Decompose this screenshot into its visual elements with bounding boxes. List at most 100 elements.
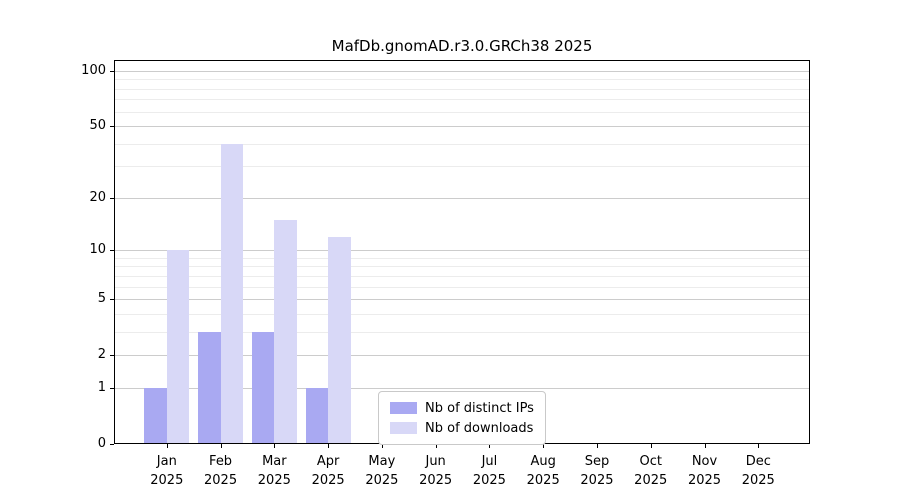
y-tick-label-10: 10 [89,242,106,258]
x-tick-month-sep: Sep [584,454,610,469]
y-tick-label-1: 1 [97,379,106,395]
legend-label-downloads: Nb of downloads [425,420,534,436]
minor-gridline-9 [114,257,810,259]
bar-downloads-apr [328,236,351,444]
y-tick-label-20: 20 [89,189,106,205]
x-tick-mark-dec [758,444,760,448]
major-gridline-5 [114,299,810,301]
legend-swatch-distinct-ips [390,402,417,414]
y-tick-label-5: 5 [97,291,106,307]
x-tick-mark-nov [704,444,706,448]
major-gridline-10 [114,250,810,252]
x-tick-label-jul: Jul 2025 [457,452,521,490]
y-tick-label-50: 50 [89,118,106,134]
minor-gridline-4 [114,313,810,315]
x-tick-year-jan: 2025 [150,473,184,488]
x-tick-year-dec: 2025 [741,473,775,488]
legend-entry-downloads: Nb of downloads [390,418,534,438]
x-tick-month-jan: Jan [156,454,177,469]
y-tick-mark-5 [110,299,114,301]
x-tick-month-oct: Oct [639,454,662,469]
minor-gridline-80 [114,88,810,90]
bar-downloads-jan [166,250,190,444]
x-tick-mark-mar [274,444,276,448]
y-tick-label-100: 100 [81,63,106,78]
major-gridline-50 [114,126,810,128]
x-tick-month-dec: Dec [745,454,771,469]
x-tick-mark-jul [489,444,491,448]
y-tick-mark-2 [110,355,114,357]
x-tick-mark-sep [596,444,598,448]
minor-gridline-70 [114,99,810,101]
x-tick-month-apr: Apr [316,454,340,469]
x-tick-label-feb: Feb 2025 [189,452,253,490]
x-tick-label-dec: Dec 2025 [726,452,790,490]
x-tick-year-apr: 2025 [311,473,345,488]
x-tick-year-jun: 2025 [419,473,453,488]
x-tick-year-jul: 2025 [472,473,506,488]
y-tick-mark-50 [110,126,114,128]
x-tick-year-mar: 2025 [257,473,291,488]
bar-distinct-ips-feb [198,331,221,444]
x-tick-month-feb: Feb [209,454,233,469]
x-tick-label-mar: Mar 2025 [242,452,306,490]
y-tick-mark-20 [110,197,114,199]
x-tick-month-jun: Jun [425,454,446,469]
x-tick-mark-jun [435,444,437,448]
minor-gridline-8 [114,266,810,268]
x-tick-month-aug: Aug [530,454,556,469]
legend-entry-distinct-ips: Nb of distinct IPs [390,398,534,418]
x-tick-month-may: May [368,454,396,469]
x-tick-mark-oct [650,444,652,448]
x-tick-label-sep: Sep 2025 [565,452,629,490]
x-tick-label-nov: Nov 2025 [673,452,737,490]
x-tick-label-may: May 2025 [350,452,414,490]
minor-gridline-6 [114,286,810,288]
x-tick-label-oct: Oct 2025 [619,452,683,490]
minor-gridline-60 [114,111,810,113]
minor-gridline-3 [114,331,810,333]
minor-gridline-30 [114,166,810,168]
major-gridline-100 [114,71,810,72]
bar-distinct-ips-apr [305,387,329,444]
x-tick-year-oct: 2025 [634,473,668,488]
plot-area [114,60,810,444]
legend-label-distinct-ips: Nb of distinct IPs [425,400,534,416]
y-tick-label-2: 2 [97,347,106,363]
y-tick-mark-100 [110,71,114,72]
x-tick-year-feb: 2025 [204,473,238,488]
minor-gridline-90 [114,79,810,81]
x-tick-label-jan: Jan 2025 [135,452,199,490]
y-tick-label-0: 0 [97,436,106,451]
bar-downloads-mar [274,219,297,444]
x-tick-mark-apr [328,444,330,448]
y-tick-mark-0 [110,444,114,445]
x-tick-year-sep: 2025 [580,473,614,488]
legend: Nb of distinct IPs Nb of downloads [378,391,546,445]
major-gridline-1 [114,387,810,389]
x-tick-label-aug: Aug 2025 [511,452,575,490]
minor-gridline-40 [114,143,810,145]
x-tick-label-jun: Jun 2025 [404,452,468,490]
legend-swatch-downloads [390,422,417,434]
minor-gridline-7 [114,275,810,277]
y-tick-mark-1 [110,387,114,389]
x-tick-month-nov: Nov [691,454,718,469]
bar-distinct-ips-jan [144,387,167,444]
x-tick-year-may: 2025 [365,473,399,488]
major-gridline-20 [114,197,810,199]
x-tick-mark-aug [543,444,545,448]
y-tick-mark-10 [110,250,114,252]
x-tick-mark-feb [220,444,222,448]
x-tick-label-apr: Apr 2025 [296,452,360,490]
chart-title: MafDb.gnomAD.r3.0.GRCh38 2025 [331,37,593,55]
x-tick-year-nov: 2025 [687,473,722,488]
x-tick-year-aug: 2025 [526,473,560,488]
x-tick-month-mar: Mar [262,454,287,469]
x-tick-mark-may [381,444,383,448]
x-tick-mark-jan [166,444,168,448]
bar-distinct-ips-mar [251,331,275,444]
bar-downloads-feb [220,143,243,444]
major-gridline-2 [114,355,810,357]
